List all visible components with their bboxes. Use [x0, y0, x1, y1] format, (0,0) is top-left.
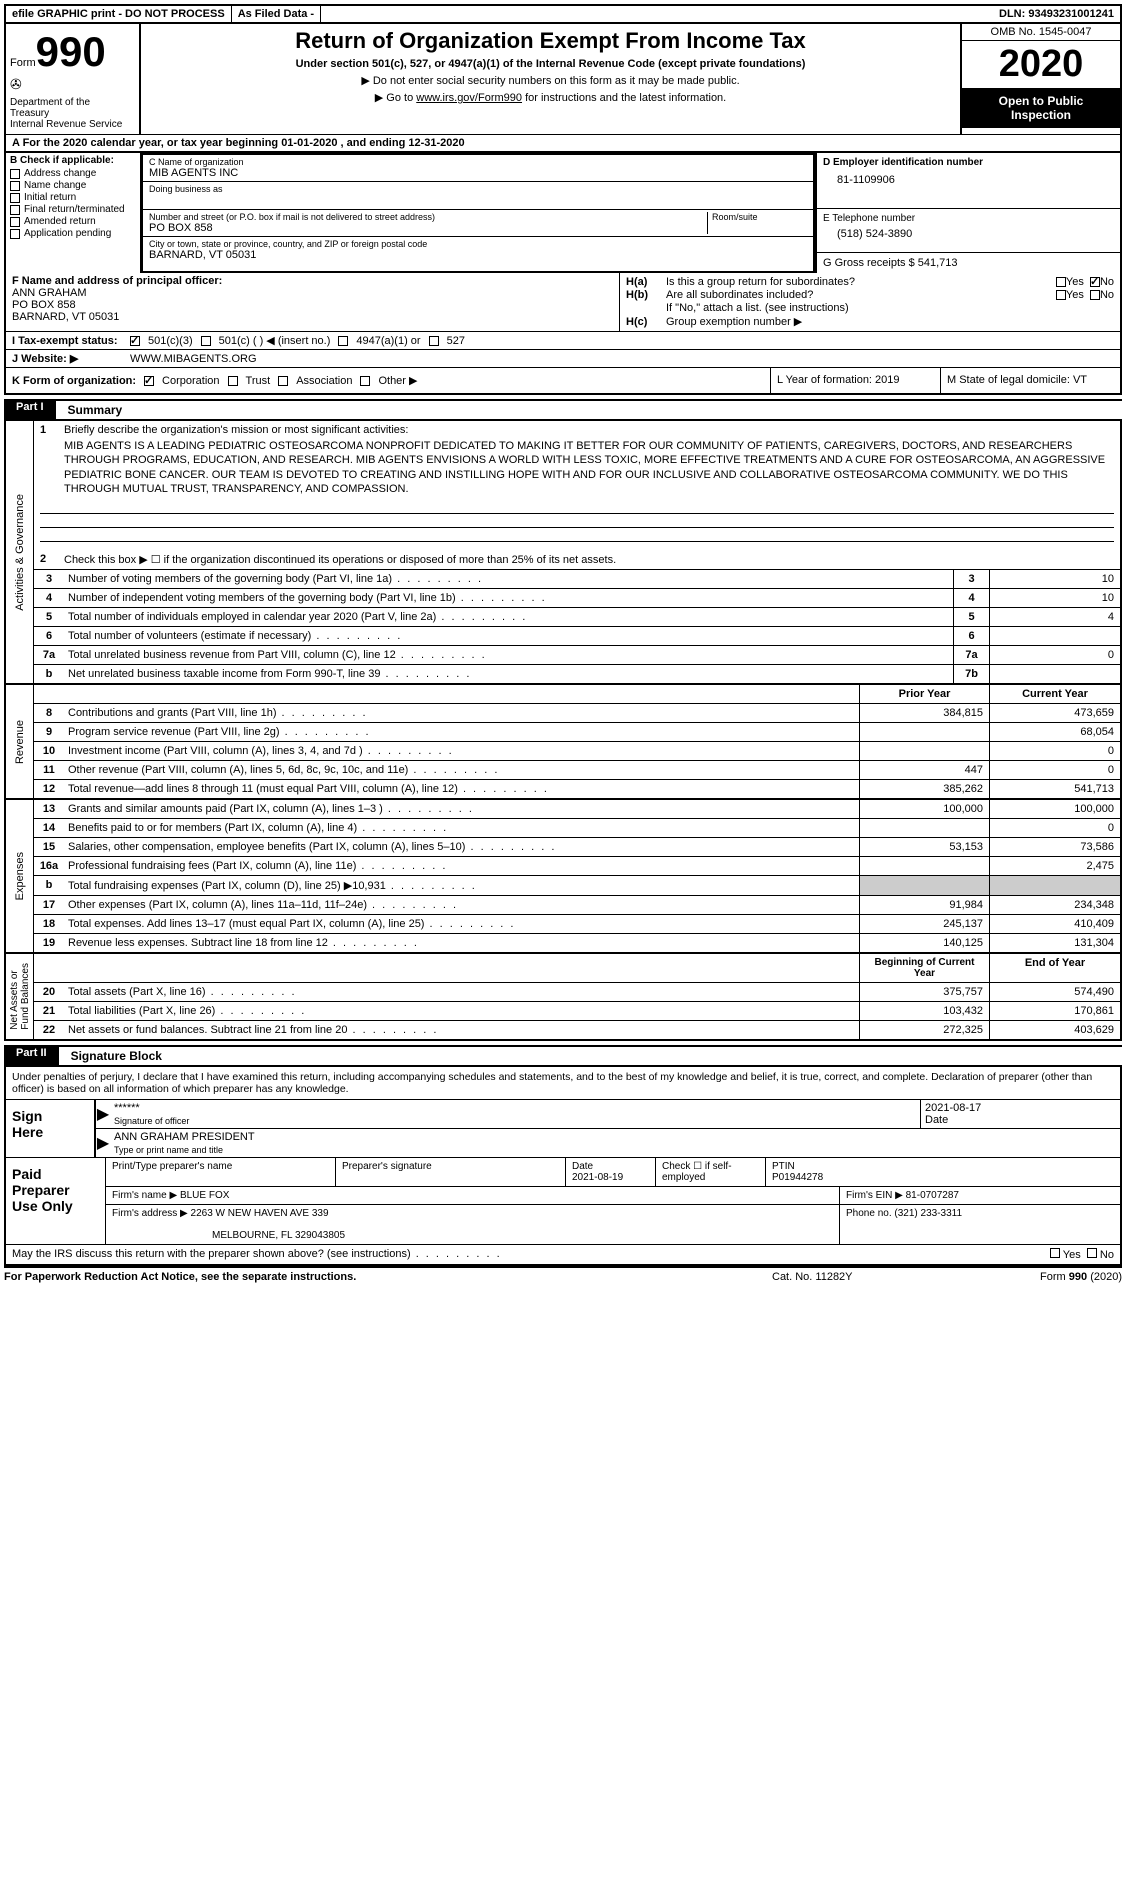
col-f-officer: F Name and address of principal officer:…: [6, 273, 620, 331]
row-j-website: J Website: ▶ WWW.MIBAGENTS.ORG: [4, 350, 1122, 368]
cb-ha-yes[interactable]: [1056, 277, 1066, 287]
cb-discuss-no[interactable]: [1087, 1248, 1097, 1258]
cb-association[interactable]: [278, 376, 288, 386]
cb-name-change[interactable]: [10, 181, 20, 191]
header-center: Return of Organization Exempt From Incom…: [141, 24, 960, 134]
netassets-section: Net Assets orFund Balances Beginning of …: [4, 954, 1122, 1041]
firm-addr: 2263 W NEW HAVEN AVE 339: [191, 1208, 329, 1219]
expenses-section: Expenses 13Grants and similar amounts pa…: [4, 800, 1122, 954]
firm-phone: (321) 233-3311: [894, 1208, 962, 1219]
vtab-governance: Activities & Governance: [6, 421, 34, 683]
vtab-revenue: Revenue: [6, 685, 34, 798]
row-fh: F Name and address of principal officer:…: [4, 273, 1122, 332]
form-subtitle: Under section 501(c), 527, or 4947(a)(1)…: [145, 58, 956, 70]
cb-discuss-yes[interactable]: [1050, 1248, 1060, 1258]
paid-preparer-label: PaidPreparerUse Only: [6, 1158, 106, 1244]
cb-hb-no[interactable]: [1090, 290, 1100, 300]
signature-block: Under penalties of perjury, I declare th…: [4, 1067, 1122, 1266]
cb-527[interactable]: [429, 336, 439, 346]
org-name: MIB AGENTS INC: [149, 167, 807, 179]
note-link: ▶ Go to www.irs.gov/Form990 for instruct…: [145, 91, 956, 104]
tax-year: 2020: [962, 41, 1120, 88]
bottom-line: For Paperwork Reduction Act Notice, see …: [4, 1266, 1122, 1286]
form-header: Form 990 ✇ Department of theTreasuryInte…: [4, 24, 1122, 134]
irs-link[interactable]: www.irs.gov/Form990: [416, 92, 522, 104]
year-formation: L Year of formation: 2019: [770, 368, 940, 393]
gross-receipts: G Gross receipts $ 541,713: [823, 257, 958, 269]
officer-name: ANN GRAHAM: [12, 287, 613, 299]
cb-initial-return[interactable]: [10, 193, 20, 203]
cb-hb-yes[interactable]: [1056, 290, 1066, 300]
cb-corporation[interactable]: [144, 376, 154, 386]
as-filed: As Filed Data -: [232, 6, 321, 22]
part1-header: Part I Summary: [4, 399, 1122, 421]
section-bcd: B Check if applicable: Address change Na…: [4, 153, 1122, 273]
summary-body: Activities & Governance 1Briefly describ…: [4, 421, 1122, 685]
cb-other[interactable]: [360, 376, 370, 386]
row-i-tax-status: I Tax-exempt status: 501(c)(3) 501(c) ( …: [4, 332, 1122, 350]
cb-4947[interactable]: [338, 336, 348, 346]
row-k: K Form of organization: Corporation Trus…: [4, 368, 1122, 395]
sign-here-label: SignHere: [6, 1100, 96, 1157]
org-street: PO BOX 858: [149, 222, 707, 234]
part2-header: Part II Signature Block: [4, 1045, 1122, 1067]
dept-label: Department of theTreasuryInternal Revenu…: [10, 97, 135, 130]
cb-501c[interactable]: [201, 336, 211, 346]
org-city: BARNARD, VT 05031: [149, 249, 807, 261]
phone: (518) 524-3890: [823, 224, 1114, 240]
form-number: 990: [36, 28, 106, 76]
note-ssn: ▶ Do not enter social security numbers o…: [145, 74, 956, 87]
website: WWW.MIBAGENTS.ORG: [130, 353, 257, 365]
vtab-expenses: Expenses: [6, 800, 34, 952]
dln: DLN: 93493231001241: [993, 6, 1120, 22]
firm-name: BLUE FOX: [180, 1190, 229, 1201]
col-c-org-info: C Name of organizationMIB AGENTS INC Doi…: [141, 153, 815, 273]
cb-application-pending[interactable]: [10, 229, 20, 239]
vtab-netassets: Net Assets orFund Balances: [6, 954, 34, 1039]
open-public: Open to PublicInspection: [962, 88, 1120, 128]
legal-domicile: M State of legal domicile: VT: [940, 368, 1120, 393]
top-bar: efile GRAPHIC print - DO NOT PROCESS As …: [4, 4, 1122, 24]
sig-date: 2021-08-17: [925, 1102, 1116, 1114]
col-deg: D Employer identification number81-11099…: [815, 153, 1120, 273]
firm-ein: 81-0707287: [906, 1190, 959, 1201]
col-h-group: H(a)Is this a group return for subordina…: [620, 273, 1120, 331]
cb-final-return[interactable]: [10, 205, 20, 215]
revenue-section: Revenue Prior Year Current Year 8Contrib…: [4, 685, 1122, 800]
ptin: P01944278: [772, 1172, 823, 1183]
ein: 81-1109906: [823, 168, 1114, 186]
cb-amended[interactable]: [10, 217, 20, 227]
cb-501c3[interactable]: [130, 336, 140, 346]
col-b-checkboxes: B Check if applicable: Address change Na…: [6, 153, 141, 273]
officer-printed-name: ANN GRAHAM PRESIDENT: [114, 1131, 1116, 1145]
form-left: Form 990 ✇ Department of theTreasuryInte…: [6, 24, 141, 134]
cb-address-change[interactable]: [10, 169, 20, 179]
prep-date: 2021-08-19: [572, 1172, 623, 1183]
efile-notice: efile GRAPHIC print - DO NOT PROCESS: [6, 6, 232, 22]
form-title: Return of Organization Exempt From Incom…: [145, 28, 956, 54]
form-prefix: Form: [10, 57, 36, 69]
omb-number: OMB No. 1545-0047: [962, 24, 1120, 41]
cb-ha-no[interactable]: [1090, 277, 1100, 287]
cb-trust[interactable]: [228, 376, 238, 386]
header-right: OMB No. 1545-0047 2020 Open to PublicIns…: [960, 24, 1120, 134]
row-a-period: A For the 2020 calendar year, or tax yea…: [4, 134, 1122, 153]
mission-text: MIB AGENTS IS A LEADING PEDIATRIC OSTEOS…: [34, 439, 1120, 500]
